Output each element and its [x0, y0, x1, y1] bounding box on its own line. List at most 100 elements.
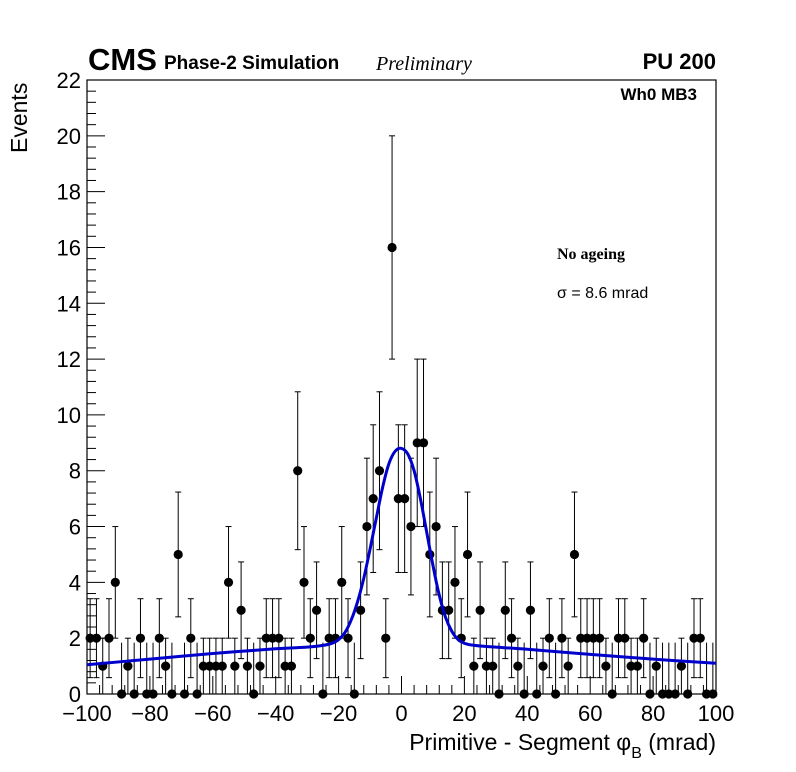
point-marker [356, 605, 366, 615]
point-marker [557, 633, 567, 643]
data-point [116, 642, 127, 699]
point-marker [324, 633, 334, 643]
data-point [595, 598, 605, 679]
x-axis-title: Primitive - Segment φB (mrad) [409, 729, 716, 762]
point-marker [412, 438, 422, 448]
point-marker [676, 661, 687, 671]
point-marker [475, 605, 485, 615]
data-point [588, 598, 598, 679]
point-marker [116, 689, 127, 699]
point-marker [362, 521, 372, 532]
point-marker [462, 549, 473, 560]
point-marker [488, 661, 498, 671]
data-point [211, 637, 221, 695]
data-point [639, 598, 649, 679]
data-point [544, 598, 554, 679]
data-point [356, 561, 366, 660]
data-point [148, 642, 158, 699]
data-point [613, 598, 624, 679]
y-tick-label: 2 [69, 626, 81, 651]
point-marker [563, 661, 573, 671]
data-point [299, 526, 309, 639]
point-marker [349, 689, 359, 699]
point-marker [267, 633, 278, 643]
point-marker [532, 689, 542, 699]
point-marker [230, 661, 240, 671]
point-marker [450, 577, 460, 587]
data-point [683, 642, 693, 699]
data-point [620, 598, 630, 679]
point-marker [701, 689, 712, 699]
point-marker [481, 661, 492, 671]
point-marker [249, 689, 259, 699]
point-marker [519, 689, 529, 699]
point-marker [91, 633, 102, 643]
plot-frame [86, 79, 717, 695]
point-marker [110, 577, 120, 587]
point-marker [601, 661, 611, 671]
point-marker [293, 466, 303, 476]
y-tick-label: 20 [57, 124, 81, 149]
point-marker [123, 661, 133, 671]
data-point [104, 598, 114, 679]
point-marker [708, 689, 718, 699]
point-marker [198, 661, 208, 671]
data-point [236, 561, 246, 660]
data-point [563, 637, 573, 695]
data-point [657, 642, 668, 699]
data-point [431, 457, 441, 596]
point-marker [582, 633, 592, 643]
data-point [110, 526, 120, 639]
station-label: Wh0 MB3 [621, 85, 698, 104]
point-marker [255, 661, 265, 671]
data-point [217, 637, 227, 695]
point-marker [588, 633, 598, 643]
point-marker [318, 689, 328, 699]
point-marker [664, 689, 674, 699]
y-tick-label: 22 [57, 68, 81, 93]
point-marker [186, 633, 196, 643]
x-tick-label: 60 [578, 701, 602, 726]
point-marker [431, 521, 441, 532]
y-tick-label: 0 [69, 682, 81, 707]
y-tick-label: 12 [57, 347, 81, 372]
point-marker [337, 577, 347, 587]
x-tick-label: −100 [62, 701, 112, 726]
data-point [519, 642, 529, 699]
data-point [406, 457, 416, 596]
point-marker [400, 494, 410, 504]
point-marker [161, 661, 171, 671]
point-marker [670, 689, 680, 699]
data-point [708, 642, 718, 699]
point-marker [626, 661, 636, 671]
point-marker [595, 633, 605, 643]
preliminary-label: Preliminary [375, 53, 472, 75]
data-point [349, 642, 359, 699]
data-point [362, 457, 372, 596]
data-point [242, 637, 252, 695]
data-point [161, 637, 171, 695]
x-tick-label: −80 [131, 701, 168, 726]
data-point [689, 598, 699, 679]
data-point [695, 598, 705, 679]
point-marker [135, 633, 146, 643]
point-marker [236, 605, 246, 615]
data-point [318, 642, 328, 699]
data-point [186, 598, 196, 679]
y-tick-label: 8 [69, 459, 81, 484]
data-point [601, 637, 611, 695]
point-marker [374, 466, 385, 476]
data-point [261, 598, 271, 679]
x-tick-label: −60 [194, 701, 231, 726]
cms-label: CMS [88, 42, 157, 77]
data-point [582, 598, 592, 679]
point-marker [576, 633, 586, 643]
point-marker [280, 661, 290, 671]
fit-curve [86, 446, 717, 667]
data-point [676, 637, 687, 695]
point-marker [261, 633, 271, 643]
point-marker [651, 661, 661, 671]
data-point [311, 561, 322, 660]
point-marker [217, 661, 227, 671]
data-point [412, 358, 422, 528]
